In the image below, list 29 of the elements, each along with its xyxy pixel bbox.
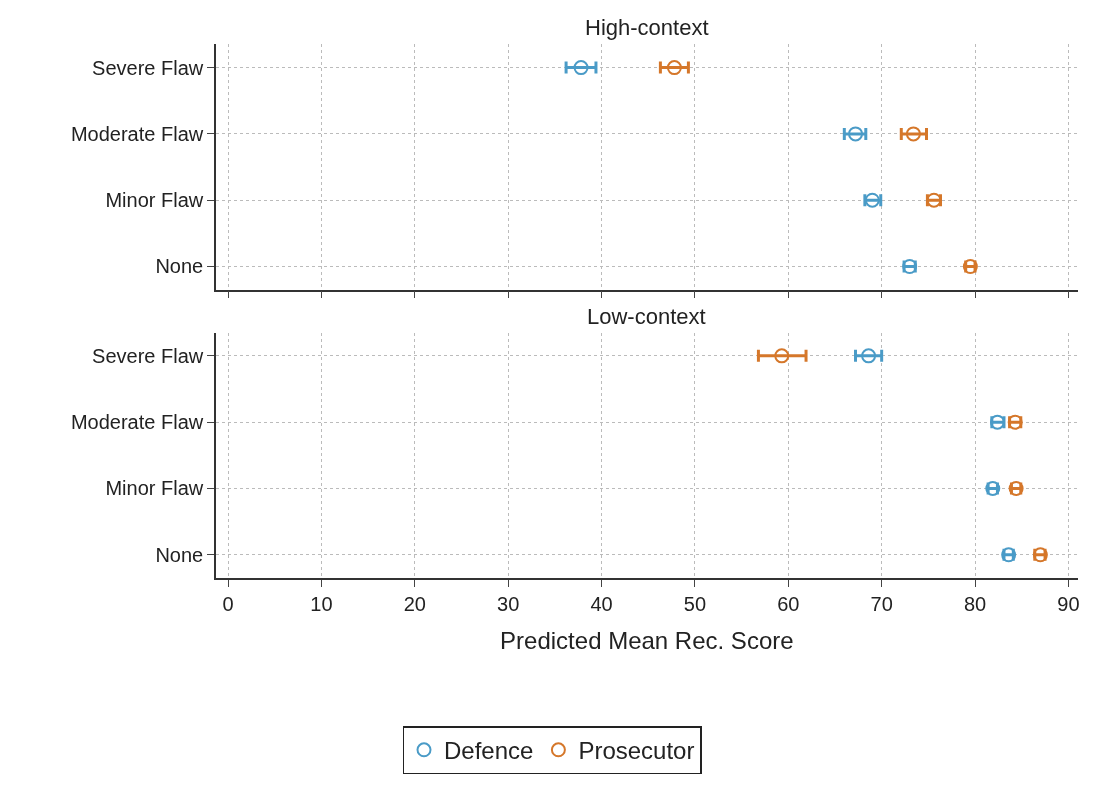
chart-title: Low-context (587, 304, 706, 329)
y-tick-label: None (155, 255, 204, 278)
x-axis-title: Predicted Mean Rec. Score (500, 626, 794, 654)
x-tick-label: 50 (683, 592, 707, 615)
y-tick-label: Minor Flaw (105, 477, 204, 500)
x-tick-label: 80 (963, 592, 987, 615)
legend-label: Defence (444, 737, 534, 765)
y-tick-label: Severe Flaw (92, 56, 204, 79)
legend-label: Prosecutor (578, 737, 695, 765)
x-tick-label: 30 (497, 592, 520, 615)
y-tick-label: Moderate Flaw (70, 411, 204, 434)
x-tick-label: 0 (222, 592, 234, 615)
y-tick-label: None (155, 543, 204, 566)
x-tick-label: 10 (310, 592, 333, 615)
y-tick-label: Moderate Flaw (70, 122, 204, 145)
point (573, 60, 589, 76)
chart-title: High-context (585, 15, 709, 40)
x-tick-label: 90 (1057, 592, 1080, 615)
x-tick-label: 20 (403, 592, 426, 615)
point (861, 348, 877, 364)
point (774, 348, 790, 364)
point (848, 126, 864, 142)
y-tick-label: Severe Flaw (92, 344, 204, 367)
y-tick-label: Minor Flaw (105, 189, 204, 212)
point (666, 60, 682, 76)
x-tick-label: 70 (870, 592, 893, 615)
point (905, 126, 921, 142)
x-tick-label: 60 (777, 592, 800, 615)
x-tick-label: 40 (590, 592, 613, 615)
